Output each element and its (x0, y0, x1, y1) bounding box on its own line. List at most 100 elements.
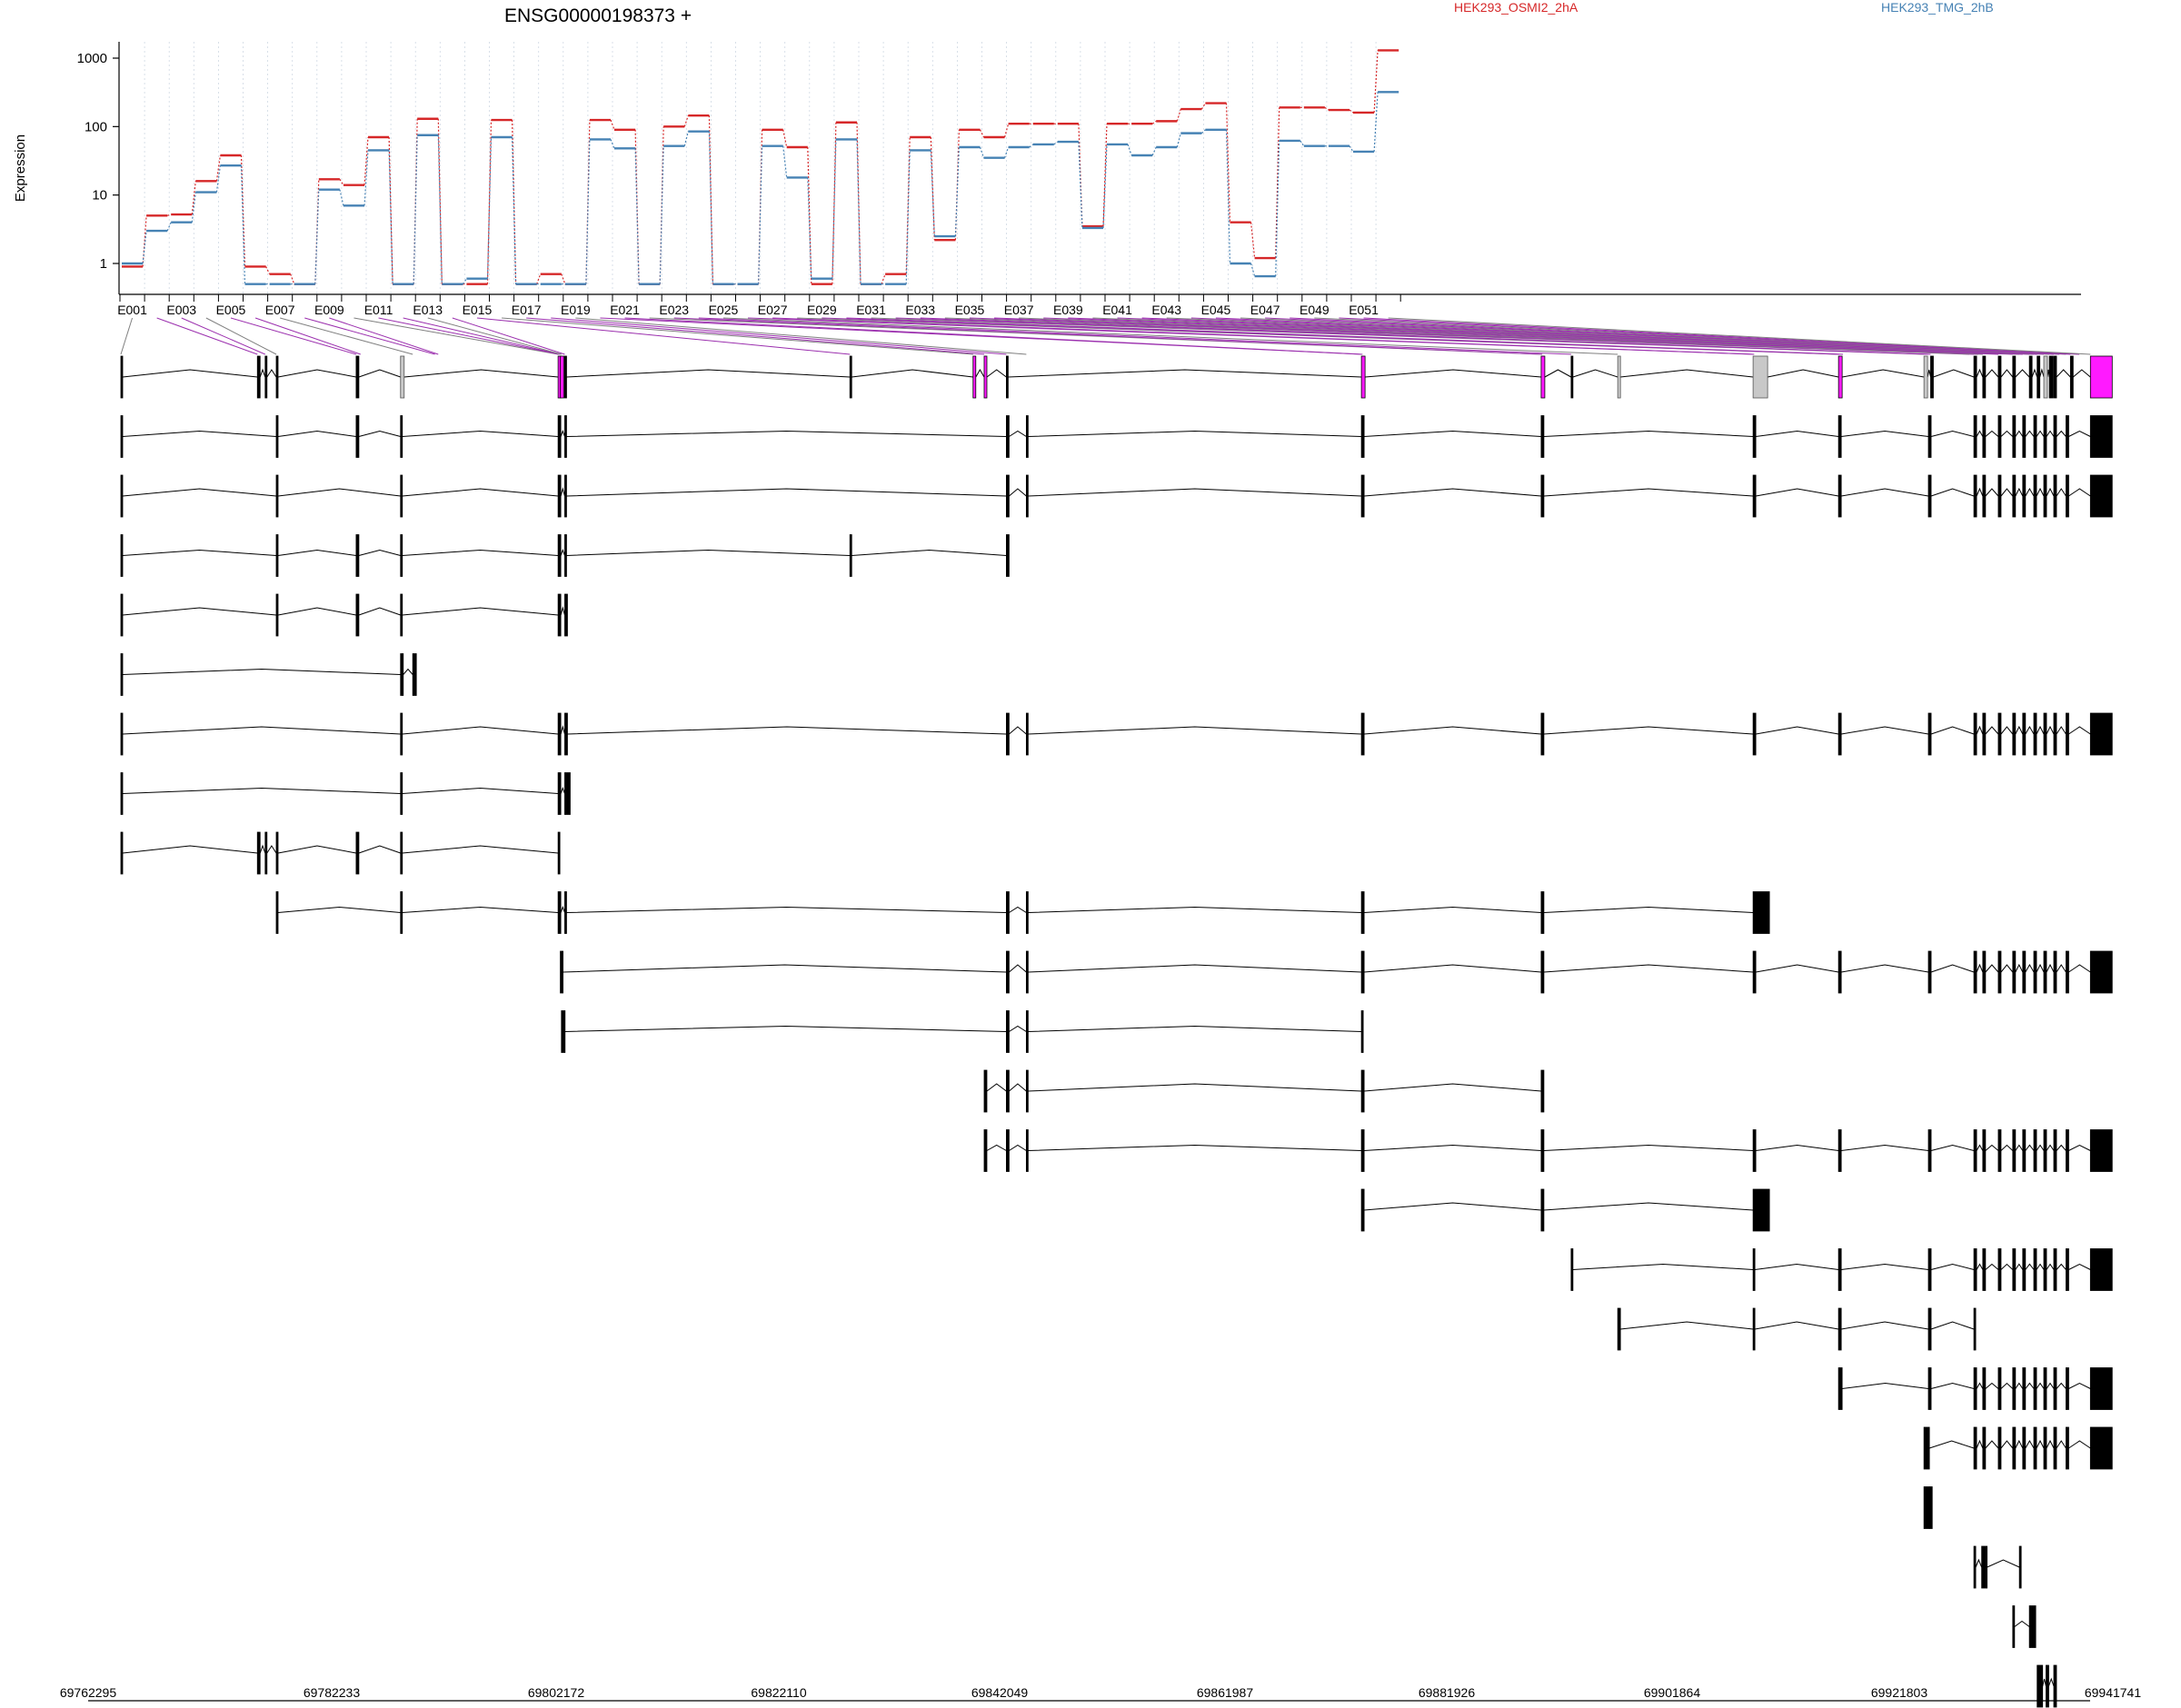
exon-block (972, 355, 977, 399)
exon-block (2043, 1367, 2047, 1410)
series-2-connector (856, 139, 861, 284)
intron-line (1841, 726, 1929, 735)
exon-block (1025, 950, 1029, 994)
series-2-connector (708, 131, 713, 284)
intron-line (2015, 487, 2024, 497)
exon-block (1923, 1486, 1930, 1529)
intron-line (259, 368, 266, 378)
exon-block (1927, 415, 1932, 458)
exon-block (2066, 1248, 2069, 1291)
exon-block (983, 1069, 988, 1113)
intron-line (1842, 369, 1925, 378)
intron-line (2015, 430, 2024, 437)
exon-block (1997, 712, 2002, 756)
genomic-tick-label: 69822110 (751, 1685, 806, 1700)
series-2-connector (1151, 146, 1157, 156)
exon-block (1752, 1307, 1756, 1351)
exon-block (120, 831, 124, 875)
transcript-track (983, 1069, 1545, 1113)
exon-block (1927, 950, 1932, 994)
exon-block (2033, 415, 2037, 458)
exon-label: E031 (856, 303, 886, 317)
exon-connector (1043, 317, 1998, 355)
exon-block (2012, 1605, 2016, 1648)
exon-block (2033, 1248, 2037, 1291)
exon-connector (378, 317, 560, 355)
intron-line (259, 844, 266, 854)
exon-block (1982, 950, 1987, 994)
series-2-connector (683, 131, 689, 146)
exon-label: E013 (413, 303, 443, 317)
series-2-connector (807, 177, 812, 279)
exon-block (1360, 355, 1366, 399)
genomic-tick-label: 69921803 (1871, 1685, 1928, 1700)
exon-block (1973, 1307, 1977, 1351)
intron-line (1755, 1321, 1839, 1330)
legend-series-2: HEK293_TMG_2hB (1881, 0, 1994, 15)
intron-line (2047, 1677, 2055, 1687)
exon-block (1006, 712, 1010, 756)
exon-block (275, 355, 279, 399)
exon-block (564, 415, 567, 458)
y-ticks: 1 10 100 1000 (77, 51, 119, 272)
intron-line (2056, 369, 2071, 378)
exon-block (2089, 1367, 2113, 1410)
intron-line (2000, 430, 2014, 437)
exon-connector (254, 317, 361, 355)
intron-line (1976, 1263, 1984, 1270)
intron-line (2068, 430, 2091, 437)
intron-line (2036, 1382, 2045, 1389)
exon-block (2089, 1248, 2113, 1291)
intron-line (1976, 1439, 1984, 1449)
exon-connector (304, 317, 435, 355)
exon-label: E019 (561, 303, 591, 317)
intron-line (2036, 1439, 2045, 1449)
intron-line (1028, 1083, 1362, 1092)
series-2-connector (782, 145, 788, 178)
y-tick-label: 100 (85, 119, 107, 134)
exon-block (2089, 712, 2113, 756)
intron-line (1365, 369, 1541, 378)
exon-block (1997, 1367, 2002, 1410)
series-1-connector (610, 119, 615, 130)
exon-block (256, 831, 261, 875)
intron-line (277, 369, 357, 378)
intron-line (1543, 906, 1754, 913)
intron-line (1364, 906, 1541, 913)
intron-line (851, 369, 973, 378)
exon-block (355, 831, 360, 875)
intron-line (1028, 964, 1362, 973)
exon-block (1752, 891, 1770, 934)
transcript-track (1923, 1426, 2113, 1470)
exon-block (264, 355, 268, 399)
y-tick-label: 1 (100, 256, 107, 272)
exon-block (2043, 415, 2047, 458)
intron-line (1620, 369, 1754, 378)
exon-block (1923, 1426, 1930, 1470)
exon-block (1837, 415, 1842, 458)
exon-block (2066, 474, 2069, 518)
intron-line (1928, 1440, 1975, 1449)
intron-line (277, 607, 357, 616)
exon-block (1997, 355, 2002, 399)
intron-line (122, 787, 401, 794)
exon-block (1540, 415, 1545, 458)
exon-block (120, 534, 124, 577)
series-2-connector (486, 136, 493, 279)
intron-line (566, 488, 1007, 497)
exon-block (2033, 1129, 2037, 1172)
exon-block (1025, 1069, 1029, 1113)
exon-block (1540, 950, 1545, 994)
series-1-connector (167, 214, 172, 216)
series-1 (122, 49, 1399, 285)
series-1-connector (1373, 50, 1379, 113)
exon-block (1927, 474, 1932, 518)
exon-connector (1290, 317, 2060, 355)
exon-block (275, 831, 279, 875)
exon-block (2012, 1248, 2017, 1291)
series-2-connector (905, 150, 911, 284)
intron-line (1930, 1144, 1975, 1151)
intron-line (1975, 1558, 1983, 1568)
genomic-tick-label: 69861987 (1197, 1685, 1254, 1700)
exon-block (2043, 474, 2047, 518)
